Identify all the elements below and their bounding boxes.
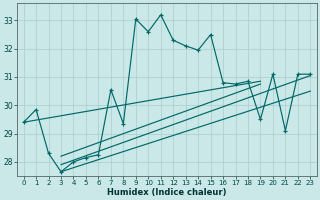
X-axis label: Humidex (Indice chaleur): Humidex (Indice chaleur) [107,188,227,197]
